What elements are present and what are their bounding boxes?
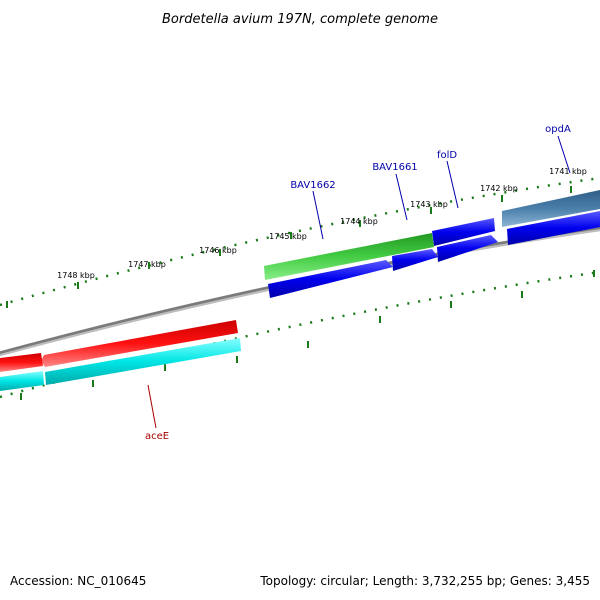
outer-major-ticks bbox=[6, 186, 572, 308]
gene-label-folD: folD bbox=[437, 150, 457, 161]
map-title: Bordetella avium 197N, complete genome bbox=[162, 12, 438, 27]
gene-blue-right[interactable] bbox=[507, 211, 600, 245]
tick-label: 1744 kbp bbox=[340, 217, 378, 226]
gene-label-aceE: aceE bbox=[145, 431, 169, 442]
genome-backbone bbox=[0, 226, 600, 357]
outer-tick-ring bbox=[0, 176, 600, 307]
label-leaders bbox=[147, 135, 571, 429]
accession-text: Accession: NC_010645 bbox=[10, 574, 147, 588]
gene-blue-small-2[interactable] bbox=[392, 249, 438, 271]
tick-label: 1747 kbp bbox=[128, 260, 166, 269]
gene-label-BAV1661: BAV1661 bbox=[372, 162, 417, 173]
tick-label: 1743 kbp bbox=[410, 200, 448, 209]
genome-backbone-core bbox=[0, 226, 600, 354]
gene-cyan-main[interactable] bbox=[45, 338, 241, 385]
gene-aceE[interactable] bbox=[41, 320, 238, 367]
tick-label: 1748 kbp bbox=[57, 271, 95, 280]
gene-cyan-left[interactable] bbox=[0, 371, 44, 391]
gene-BAV1662[interactable] bbox=[268, 260, 393, 298]
genome-summary-text: Topology: circular; Length: 3,732,255 bp… bbox=[260, 574, 590, 588]
gene-red-left[interactable] bbox=[0, 353, 43, 372]
tick-label: 1741 kbp bbox=[549, 167, 587, 176]
gene-blue-small-1[interactable] bbox=[437, 235, 498, 262]
inner-major-ticks bbox=[20, 270, 595, 400]
tick-label: 1745 kbp bbox=[269, 232, 307, 241]
gene-folD[interactable] bbox=[432, 218, 495, 246]
gene-BAV1661[interactable] bbox=[264, 233, 434, 280]
inner-tick-ring bbox=[0, 270, 600, 399]
gene-label-BAV1662: BAV1662 bbox=[290, 180, 335, 191]
tick-label: 1746 kbp bbox=[199, 246, 237, 255]
tick-label: 1742 kbp bbox=[480, 184, 518, 193]
gene-label-opdA: opdA bbox=[545, 124, 571, 135]
gene-opdA[interactable] bbox=[502, 190, 600, 227]
